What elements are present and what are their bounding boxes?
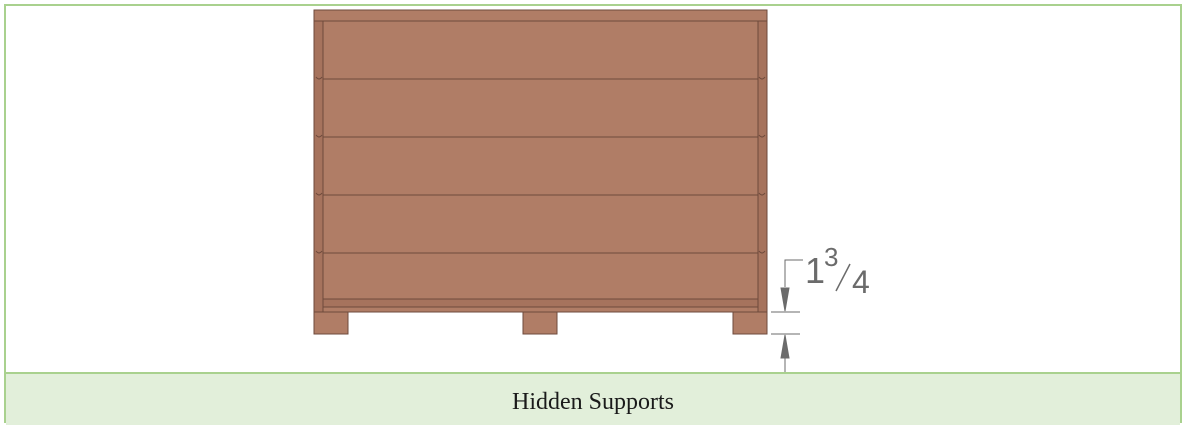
box-body [313, 9, 768, 313]
post-notch [758, 192, 766, 196]
caption-bar: Hidden Supports [6, 372, 1180, 425]
arrow-up-icon [780, 334, 790, 359]
dimension-denominator: 4 [852, 264, 870, 300]
post-notch [758, 250, 766, 254]
figure-frame: 1 3 4 Hidden Supports [4, 4, 1182, 425]
post-notch [315, 134, 323, 138]
dimension-leader [784, 259, 803, 287]
support-feet [313, 311, 768, 335]
dimension-callout [771, 259, 851, 372]
fraction-slash [835, 263, 851, 292]
caption-text: Hidden Supports [512, 389, 674, 415]
post-notch [315, 192, 323, 196]
bottom-trim [322, 298, 759, 308]
support-foot-middle [522, 311, 558, 335]
post-notch [315, 76, 323, 80]
planter-box [313, 9, 768, 313]
right-post [757, 20, 768, 313]
support-foot-right [732, 311, 768, 335]
post-notch [758, 76, 766, 80]
arrow-down-icon [780, 287, 790, 312]
dimension-numerator: 3 [824, 242, 838, 272]
planter-drawing: 1 3 4 [313, 9, 870, 372]
dimension-whole: 1 [805, 250, 825, 291]
top-cap [313, 9, 768, 22]
post-notch [315, 250, 323, 254]
post-notch [758, 134, 766, 138]
drawing-area: 1 3 4 [6, 6, 1180, 372]
support-foot-left [313, 311, 349, 335]
left-post [313, 20, 324, 313]
